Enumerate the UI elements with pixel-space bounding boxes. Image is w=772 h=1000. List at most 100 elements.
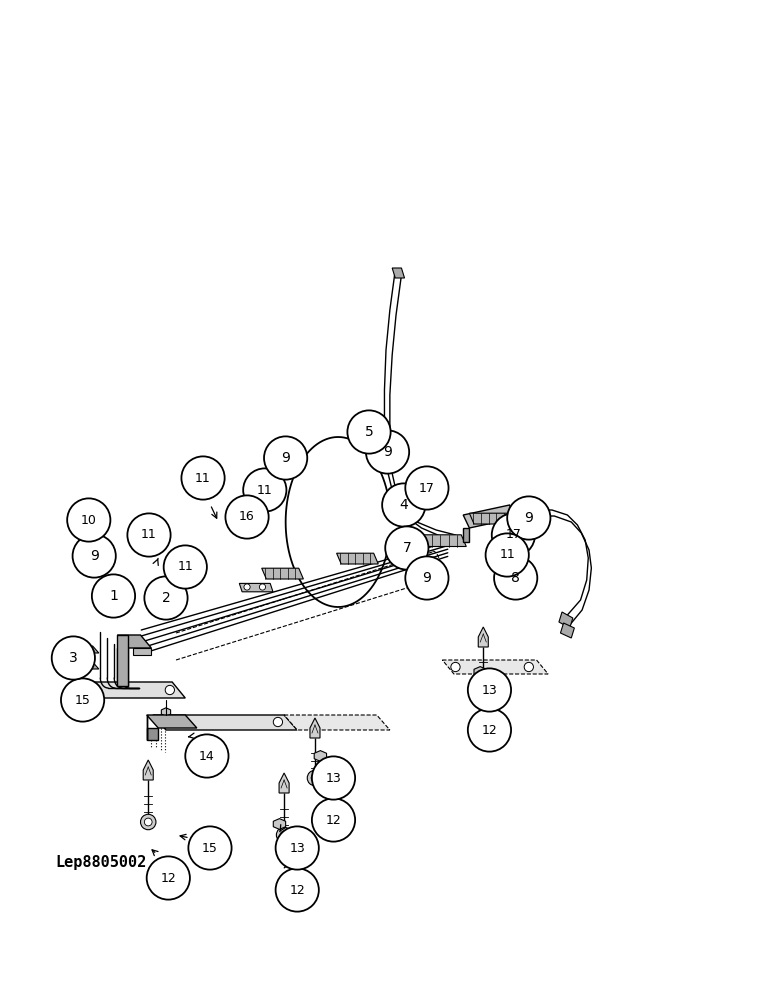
Circle shape: [157, 607, 164, 613]
Polygon shape: [560, 623, 574, 638]
Circle shape: [385, 526, 428, 570]
Circle shape: [188, 826, 232, 870]
Circle shape: [405, 556, 449, 600]
Text: 11: 11: [178, 560, 193, 574]
Text: 15: 15: [202, 842, 218, 854]
Circle shape: [181, 456, 225, 500]
Circle shape: [161, 717, 171, 727]
Circle shape: [476, 679, 491, 695]
Circle shape: [347, 410, 391, 454]
Polygon shape: [392, 268, 405, 278]
Text: 16: 16: [239, 510, 255, 524]
Circle shape: [244, 584, 250, 590]
Polygon shape: [314, 751, 327, 761]
Circle shape: [61, 678, 104, 722]
Circle shape: [164, 545, 207, 589]
Polygon shape: [72, 682, 185, 698]
Circle shape: [366, 430, 409, 474]
Polygon shape: [239, 583, 273, 592]
Polygon shape: [147, 728, 158, 740]
Text: 13: 13: [326, 772, 341, 784]
Circle shape: [311, 774, 319, 782]
Text: 8: 8: [511, 571, 520, 585]
Polygon shape: [474, 667, 486, 677]
Polygon shape: [133, 648, 151, 655]
Circle shape: [405, 466, 449, 510]
Polygon shape: [442, 660, 548, 674]
Circle shape: [144, 818, 152, 826]
Text: 9: 9: [383, 445, 392, 459]
Polygon shape: [273, 819, 286, 829]
Text: 15: 15: [75, 694, 90, 706]
Circle shape: [451, 662, 460, 672]
Circle shape: [165, 685, 174, 695]
Circle shape: [468, 708, 511, 752]
Text: 5: 5: [364, 425, 374, 439]
Text: 9: 9: [281, 451, 290, 465]
Circle shape: [52, 636, 95, 680]
Text: Lep8805002: Lep8805002: [56, 854, 147, 869]
Circle shape: [127, 513, 171, 557]
Circle shape: [73, 534, 116, 578]
Text: 7: 7: [402, 541, 411, 555]
Text: 10: 10: [81, 514, 96, 526]
Circle shape: [276, 827, 292, 843]
Polygon shape: [469, 513, 513, 524]
Polygon shape: [117, 635, 128, 686]
Circle shape: [524, 662, 533, 672]
Circle shape: [468, 668, 511, 712]
Polygon shape: [463, 505, 516, 528]
Circle shape: [507, 496, 550, 540]
Text: 12: 12: [326, 814, 341, 826]
Text: 9: 9: [90, 549, 99, 563]
Circle shape: [494, 556, 537, 600]
Circle shape: [264, 436, 307, 480]
Text: 17: 17: [419, 482, 435, 494]
Circle shape: [276, 826, 319, 870]
Circle shape: [67, 498, 110, 542]
Polygon shape: [262, 568, 303, 579]
Circle shape: [492, 513, 535, 557]
Text: 11: 11: [499, 548, 515, 562]
Circle shape: [273, 717, 283, 727]
Polygon shape: [153, 715, 297, 730]
Polygon shape: [155, 607, 179, 614]
Polygon shape: [79, 646, 99, 653]
Polygon shape: [79, 662, 99, 669]
Polygon shape: [479, 627, 488, 647]
Text: 2: 2: [161, 591, 171, 605]
Circle shape: [259, 584, 266, 590]
Polygon shape: [463, 528, 469, 542]
Text: 9: 9: [524, 511, 533, 525]
Polygon shape: [337, 553, 378, 564]
Circle shape: [147, 856, 190, 900]
Text: 14: 14: [199, 750, 215, 762]
Text: 9: 9: [422, 571, 432, 585]
Circle shape: [141, 814, 156, 830]
Circle shape: [280, 831, 288, 839]
Circle shape: [312, 756, 355, 800]
Text: 11: 11: [141, 528, 157, 542]
Circle shape: [479, 683, 487, 691]
Polygon shape: [418, 535, 466, 546]
Text: 3: 3: [69, 651, 78, 665]
Circle shape: [92, 574, 135, 618]
Circle shape: [185, 734, 229, 778]
Text: 13: 13: [482, 684, 497, 696]
Circle shape: [312, 798, 355, 842]
Polygon shape: [161, 708, 171, 716]
Text: 1: 1: [109, 589, 118, 603]
Text: 12: 12: [482, 724, 497, 736]
Text: 11: 11: [257, 484, 273, 496]
Text: 12: 12: [161, 871, 176, 884]
Polygon shape: [284, 715, 390, 730]
Circle shape: [307, 770, 323, 786]
Text: 17: 17: [506, 528, 521, 542]
Circle shape: [276, 868, 319, 912]
Text: 11: 11: [195, 472, 211, 485]
Polygon shape: [147, 715, 197, 728]
Circle shape: [486, 533, 529, 577]
Circle shape: [225, 495, 269, 539]
Circle shape: [168, 607, 174, 613]
Circle shape: [382, 483, 425, 527]
